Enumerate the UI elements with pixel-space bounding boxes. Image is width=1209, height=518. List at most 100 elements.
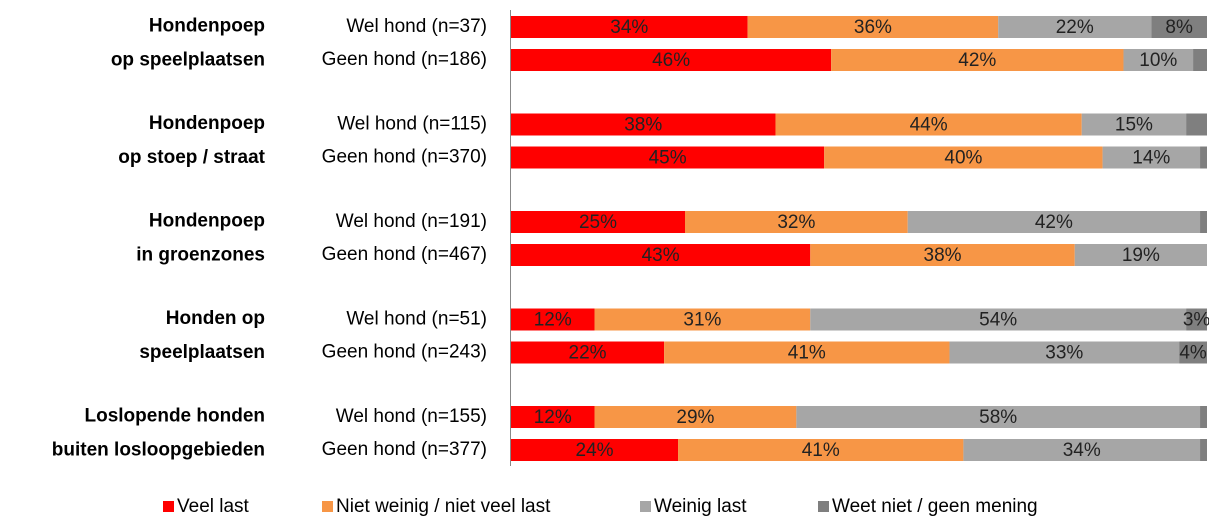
legend-label: Niet weinig / niet veel last <box>336 496 551 517</box>
value-label: 38% <box>624 115 662 136</box>
legend-swatch <box>322 501 333 512</box>
value-label: 12% <box>534 310 572 331</box>
bar-segment <box>1074 244 1207 266</box>
value-label: 32% <box>777 212 815 233</box>
group-label: buiten losloopgebieden <box>52 440 265 461</box>
value-label: 22% <box>569 343 607 364</box>
bar-segment <box>1200 439 1207 461</box>
bar-segment <box>678 439 964 461</box>
bar-segment <box>1200 211 1207 233</box>
bar-segment <box>511 211 685 233</box>
bar-segment <box>1151 16 1207 38</box>
value-label: 8% <box>1165 17 1193 38</box>
group-label: in groenzones <box>136 245 265 266</box>
row-label: Geen hond (n=467) <box>322 244 487 265</box>
legend-swatch <box>163 501 174 512</box>
value-label: 38% <box>924 245 962 266</box>
row-label: Wel hond (n=37) <box>346 16 487 37</box>
value-label: 14% <box>1132 148 1170 169</box>
row-label: Wel hond (n=191) <box>336 211 487 232</box>
legend-label: Weinig last <box>654 496 747 517</box>
bar-segment <box>511 308 595 331</box>
value-label: 36% <box>854 17 892 38</box>
group-label: op speelplaatsen <box>111 50 265 71</box>
bar-segment <box>511 439 679 461</box>
value-label: 34% <box>610 17 648 38</box>
value-label: 3% <box>1183 310 1209 331</box>
bar-segment <box>810 244 1075 266</box>
value-label: 4% <box>1179 343 1207 364</box>
value-label: 46% <box>652 50 690 71</box>
group-label: Hondenpoep <box>149 16 265 37</box>
bar-segment <box>1193 49 1207 71</box>
bar-segment <box>963 439 1201 461</box>
bar-segment <box>831 49 1124 71</box>
bar-segment <box>824 146 1103 169</box>
bar-segment <box>1123 49 1194 71</box>
value-label: 40% <box>944 148 982 169</box>
value-label: 58% <box>979 407 1017 428</box>
value-label: 24% <box>576 440 614 461</box>
bar-segment <box>594 406 797 428</box>
value-label: 22% <box>1056 17 1094 38</box>
value-label: 54% <box>979 310 1017 331</box>
bar-segment <box>511 406 595 428</box>
group-label: Hondenpoep <box>149 211 265 232</box>
bar-segment <box>594 308 811 331</box>
row-label: Wel hond (n=51) <box>346 309 487 330</box>
bar-segment <box>1186 308 1207 331</box>
group-label: Honden op <box>166 308 265 329</box>
bar-segment <box>1186 113 1207 136</box>
bar-segment <box>810 308 1187 331</box>
value-label: 45% <box>649 148 687 169</box>
bar-segment <box>511 244 811 266</box>
bar-segment <box>998 16 1152 38</box>
value-label: 34% <box>1063 440 1101 461</box>
value-label: 15% <box>1115 115 1153 136</box>
row-label: Geen hond (n=243) <box>322 342 487 363</box>
group-label: Hondenpoep <box>149 113 265 134</box>
value-label: 42% <box>958 50 996 71</box>
value-label: 25% <box>579 212 617 233</box>
value-label: 33% <box>1045 343 1083 364</box>
bar-segment <box>907 211 1201 233</box>
bar-segment <box>664 341 950 364</box>
row-label: Wel hond (n=115) <box>337 114 487 135</box>
legend-swatch <box>640 501 651 512</box>
bar-segment <box>511 146 825 169</box>
group-label: Loslopende honden <box>85 406 266 427</box>
value-label: 44% <box>910 115 948 136</box>
row-label: Geen hond (n=377) <box>322 439 487 460</box>
group-label: speelplaatsen <box>139 342 265 363</box>
value-label: 41% <box>788 343 826 364</box>
bar-segment <box>747 16 999 38</box>
bar-segment <box>511 16 748 38</box>
row-label: Geen hond (n=186) <box>322 49 487 70</box>
legend-label: Weet niet / geen mening <box>832 496 1038 517</box>
bar-segment <box>949 341 1180 364</box>
bar-segment <box>1102 146 1201 169</box>
value-label: 10% <box>1139 50 1177 71</box>
bar-segment <box>1200 146 1207 169</box>
bar-segment <box>775 113 1082 136</box>
value-label: 12% <box>534 407 572 428</box>
row-label: Geen hond (n=370) <box>322 147 487 168</box>
bar-segment <box>511 341 665 364</box>
legend-label: Veel last <box>177 496 250 517</box>
value-label: 31% <box>683 310 721 331</box>
bar-segment <box>511 113 776 136</box>
bar-segment <box>511 49 832 71</box>
bar-segment <box>796 406 1201 428</box>
bar-segment <box>1081 113 1187 136</box>
bar-segment <box>1200 406 1207 428</box>
value-label: 43% <box>642 245 680 266</box>
legend-swatch <box>818 501 829 512</box>
group-label: op stoep / straat <box>118 147 265 168</box>
value-label: 41% <box>802 440 840 461</box>
value-label: 29% <box>676 407 714 428</box>
value-label: 19% <box>1122 245 1160 266</box>
value-label: 42% <box>1035 212 1073 233</box>
bar-segment <box>685 211 908 233</box>
row-label: Wel hond (n=155) <box>336 406 487 427</box>
